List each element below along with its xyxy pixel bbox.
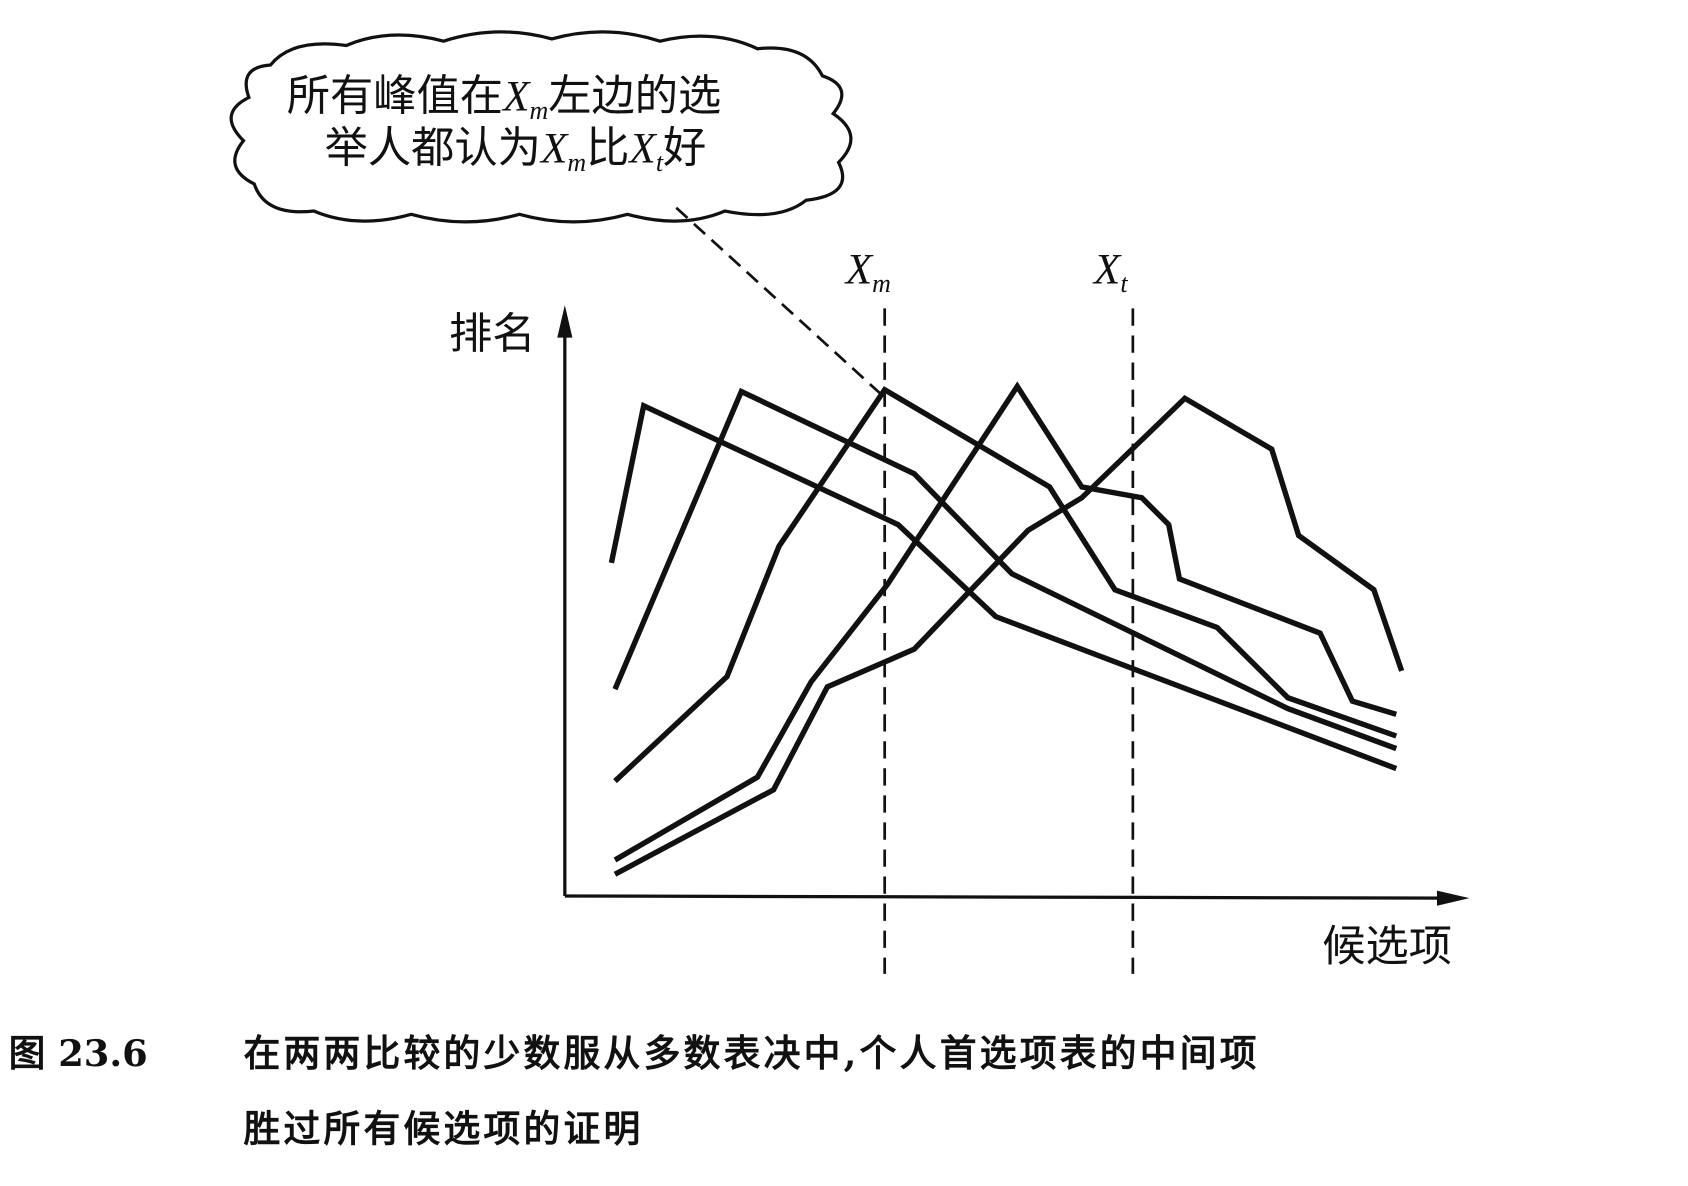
y-axis-arrow (557, 305, 573, 338)
caption-line-2: 胜过所有候选项的证明 (243, 1107, 643, 1151)
series-line-4 (613, 381, 1398, 863)
caption-line-1: 在两两比较的少数服从多数表决中,个人首选项表的中间项 (243, 1031, 1259, 1075)
marker-label-Xt: Xt (1092, 246, 1128, 299)
callout-leader (675, 206, 883, 396)
x-axis-label: 候选项 (1322, 922, 1452, 972)
series-line-1 (608, 401, 1398, 772)
series-line-5 (613, 394, 1405, 877)
marker-label-Xm: Xm (844, 246, 891, 299)
caption-label: 图 23.6 (9, 1031, 148, 1075)
x-axis-arrow (1436, 890, 1470, 906)
y-axis-label: 排名 (449, 309, 536, 359)
callout-line-1: 所有峰值在Xm左边的选 (287, 71, 722, 125)
callout-line-2: 举人都认为Xm比Xt好 (325, 123, 707, 177)
x-axis (564, 894, 1450, 900)
series-line-2 (612, 387, 1398, 752)
callout-cloud (229, 30, 853, 224)
series-line-3 (613, 386, 1398, 784)
